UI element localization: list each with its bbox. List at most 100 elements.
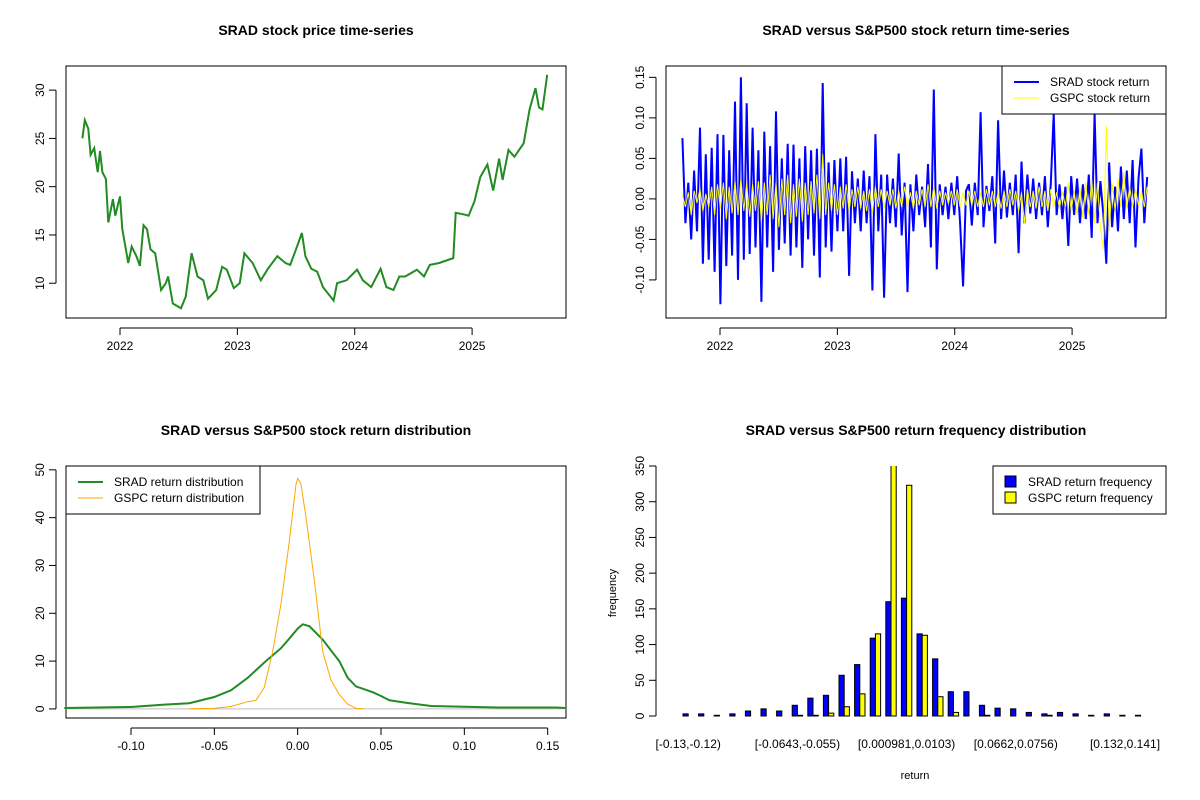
y-tick-label: 25: [33, 131, 47, 145]
panel-3: SRAD versus S&P500 stock return distribu…: [33, 422, 567, 753]
srad-frequency-bar: [854, 664, 861, 717]
x-category-label: [0.132,0.141]: [1090, 737, 1160, 751]
srad-frequency-bar: [869, 637, 876, 717]
y-tick-label: -0.05: [633, 225, 647, 253]
y-tick-label: 20: [33, 180, 47, 194]
srad-frequency-bar: [791, 704, 798, 717]
srad-frequency-bar: [1119, 714, 1126, 717]
srad-frequency-bar: [978, 704, 986, 717]
x-axis-title: return: [901, 770, 930, 782]
plot-box: [665, 65, 1167, 319]
srad-frequency-bar: [932, 658, 939, 717]
legend-label: GSPC return frequency: [1028, 491, 1153, 505]
srad-frequency-bar: [1072, 713, 1079, 717]
y-tick-label: 300: [633, 491, 647, 511]
gspc-frequency-bar: [859, 693, 866, 717]
chart-title: SRAD stock price time-series: [218, 22, 414, 38]
srad-frequency-bar: [994, 707, 1001, 717]
x-tick-label: 2023: [224, 339, 251, 353]
srad-frequency-bar: [1134, 714, 1142, 717]
srad-return-line: [681, 77, 1149, 305]
y-tick-label: 150: [633, 599, 647, 619]
legend-box-swatch: [1004, 475, 1017, 488]
y-tick-label: 200: [633, 563, 647, 583]
panel-1: SRAD stock price time-series101520253020…: [33, 22, 567, 353]
y-tick-label: 0: [33, 705, 47, 712]
legend-box: [65, 465, 261, 515]
y-tick-label: 350: [633, 456, 647, 476]
legend-label: SRAD stock return: [1050, 75, 1149, 89]
y-tick-label: 50: [633, 673, 647, 687]
gspc-frequency-bar: [890, 466, 897, 717]
x-tick-label: 2024: [341, 339, 368, 353]
panel-2: SRAD versus S&P500 stock return time-ser…: [633, 22, 1167, 353]
x-tick-label: 2022: [107, 339, 134, 353]
chart-title: SRAD versus S&P500 return frequency dist…: [746, 422, 1087, 438]
legend-label: SRAD return distribution: [114, 475, 243, 489]
srad-frequency-bar: [838, 674, 845, 717]
gspc-frequency-bar: [812, 714, 819, 717]
srad-frequency-bar: [744, 710, 752, 717]
x-axis: 2022 2023 2024 2025: [107, 327, 486, 353]
srad-frequency-bar: [947, 691, 954, 717]
legend-box: [992, 465, 1167, 515]
legend: SRAD return frequency GSPC return frequen…: [992, 465, 1167, 515]
y-axis: 0 10 20 30 40 50: [33, 463, 57, 712]
gspc-frequency-bar: [906, 484, 913, 717]
x-category-label: [-0.13,-0.12): [656, 737, 721, 751]
x-category-label: [-0.0643,-0.055): [755, 737, 840, 751]
srad-frequency-bar: [822, 694, 830, 717]
srad-frequency-bar: [713, 714, 720, 717]
y-tick-label: 50: [33, 463, 47, 477]
srad-frequency-bar: [776, 710, 783, 717]
srad-frequency-bar: [1041, 713, 1048, 717]
plot-box: [65, 65, 567, 319]
gspc-frequency-bar: [828, 712, 835, 717]
y-axis: 0 50 100 150 200 250 300 350: [633, 456, 657, 719]
srad-density-line: [64, 623, 567, 709]
srad-frequency-bar: [1025, 711, 1032, 717]
x-tick-label: -0.05: [201, 739, 229, 753]
gspc-frequency-bar: [937, 696, 944, 717]
srad-frequency-bar: [900, 597, 908, 717]
srad-frequency-bar: [1088, 714, 1095, 717]
gspc-frequency-bar: [984, 714, 991, 717]
legend-label: SRAD return frequency: [1028, 475, 1152, 489]
y-tick-label: 0: [633, 712, 647, 719]
x-tick-label: 2023: [824, 339, 851, 353]
srad-frequency-bar: [698, 713, 705, 717]
gspc-frequency-bar: [921, 634, 928, 717]
y-tick-label: 0.15: [633, 65, 647, 89]
x-category-label: [0.000981,0.0103): [858, 737, 955, 751]
y-tick-label: 30: [33, 558, 47, 572]
x-tick-label: -0.10: [117, 739, 145, 753]
gspc-frequency-bar: [1046, 714, 1053, 717]
srad-frequency-bar: [807, 697, 814, 717]
chart-title: SRAD versus S&P500 stock return time-ser…: [762, 22, 1070, 38]
srad-frequency-bar: [1056, 711, 1064, 717]
srad-frequency-bar: [963, 691, 970, 717]
x-category-label: [0.0662,0.0756): [974, 737, 1058, 751]
x-tick-label: 0.05: [369, 739, 393, 753]
price-line: [81, 74, 549, 310]
y-tick-label: 0.05: [633, 146, 647, 170]
srad-frequency-bar: [1010, 708, 1017, 717]
gspc-return-line: [681, 125, 1148, 250]
x-tick-label: 2025: [459, 339, 486, 353]
y-tick-label: 0.00: [633, 187, 647, 211]
legend-label: GSPC stock return: [1050, 91, 1150, 105]
y-tick-label: 40: [33, 511, 47, 525]
y-tick-label: 20: [33, 606, 47, 620]
gspc-frequency-bar: [952, 711, 960, 717]
gspc-frequency-bar: [874, 633, 882, 717]
srad-frequency-bar: [885, 601, 892, 717]
srad-frequency-bar: [1103, 713, 1110, 717]
srad-frequency-bar: [682, 713, 689, 717]
legend: SRAD return distribution GSPC return dist…: [65, 465, 261, 515]
y-tick-label: 250: [633, 527, 647, 547]
x-tick-label: 0.10: [453, 739, 477, 753]
gspc-density-line: [189, 477, 365, 710]
plot-box: [65, 465, 567, 719]
y-tick-label: 15: [33, 228, 47, 242]
